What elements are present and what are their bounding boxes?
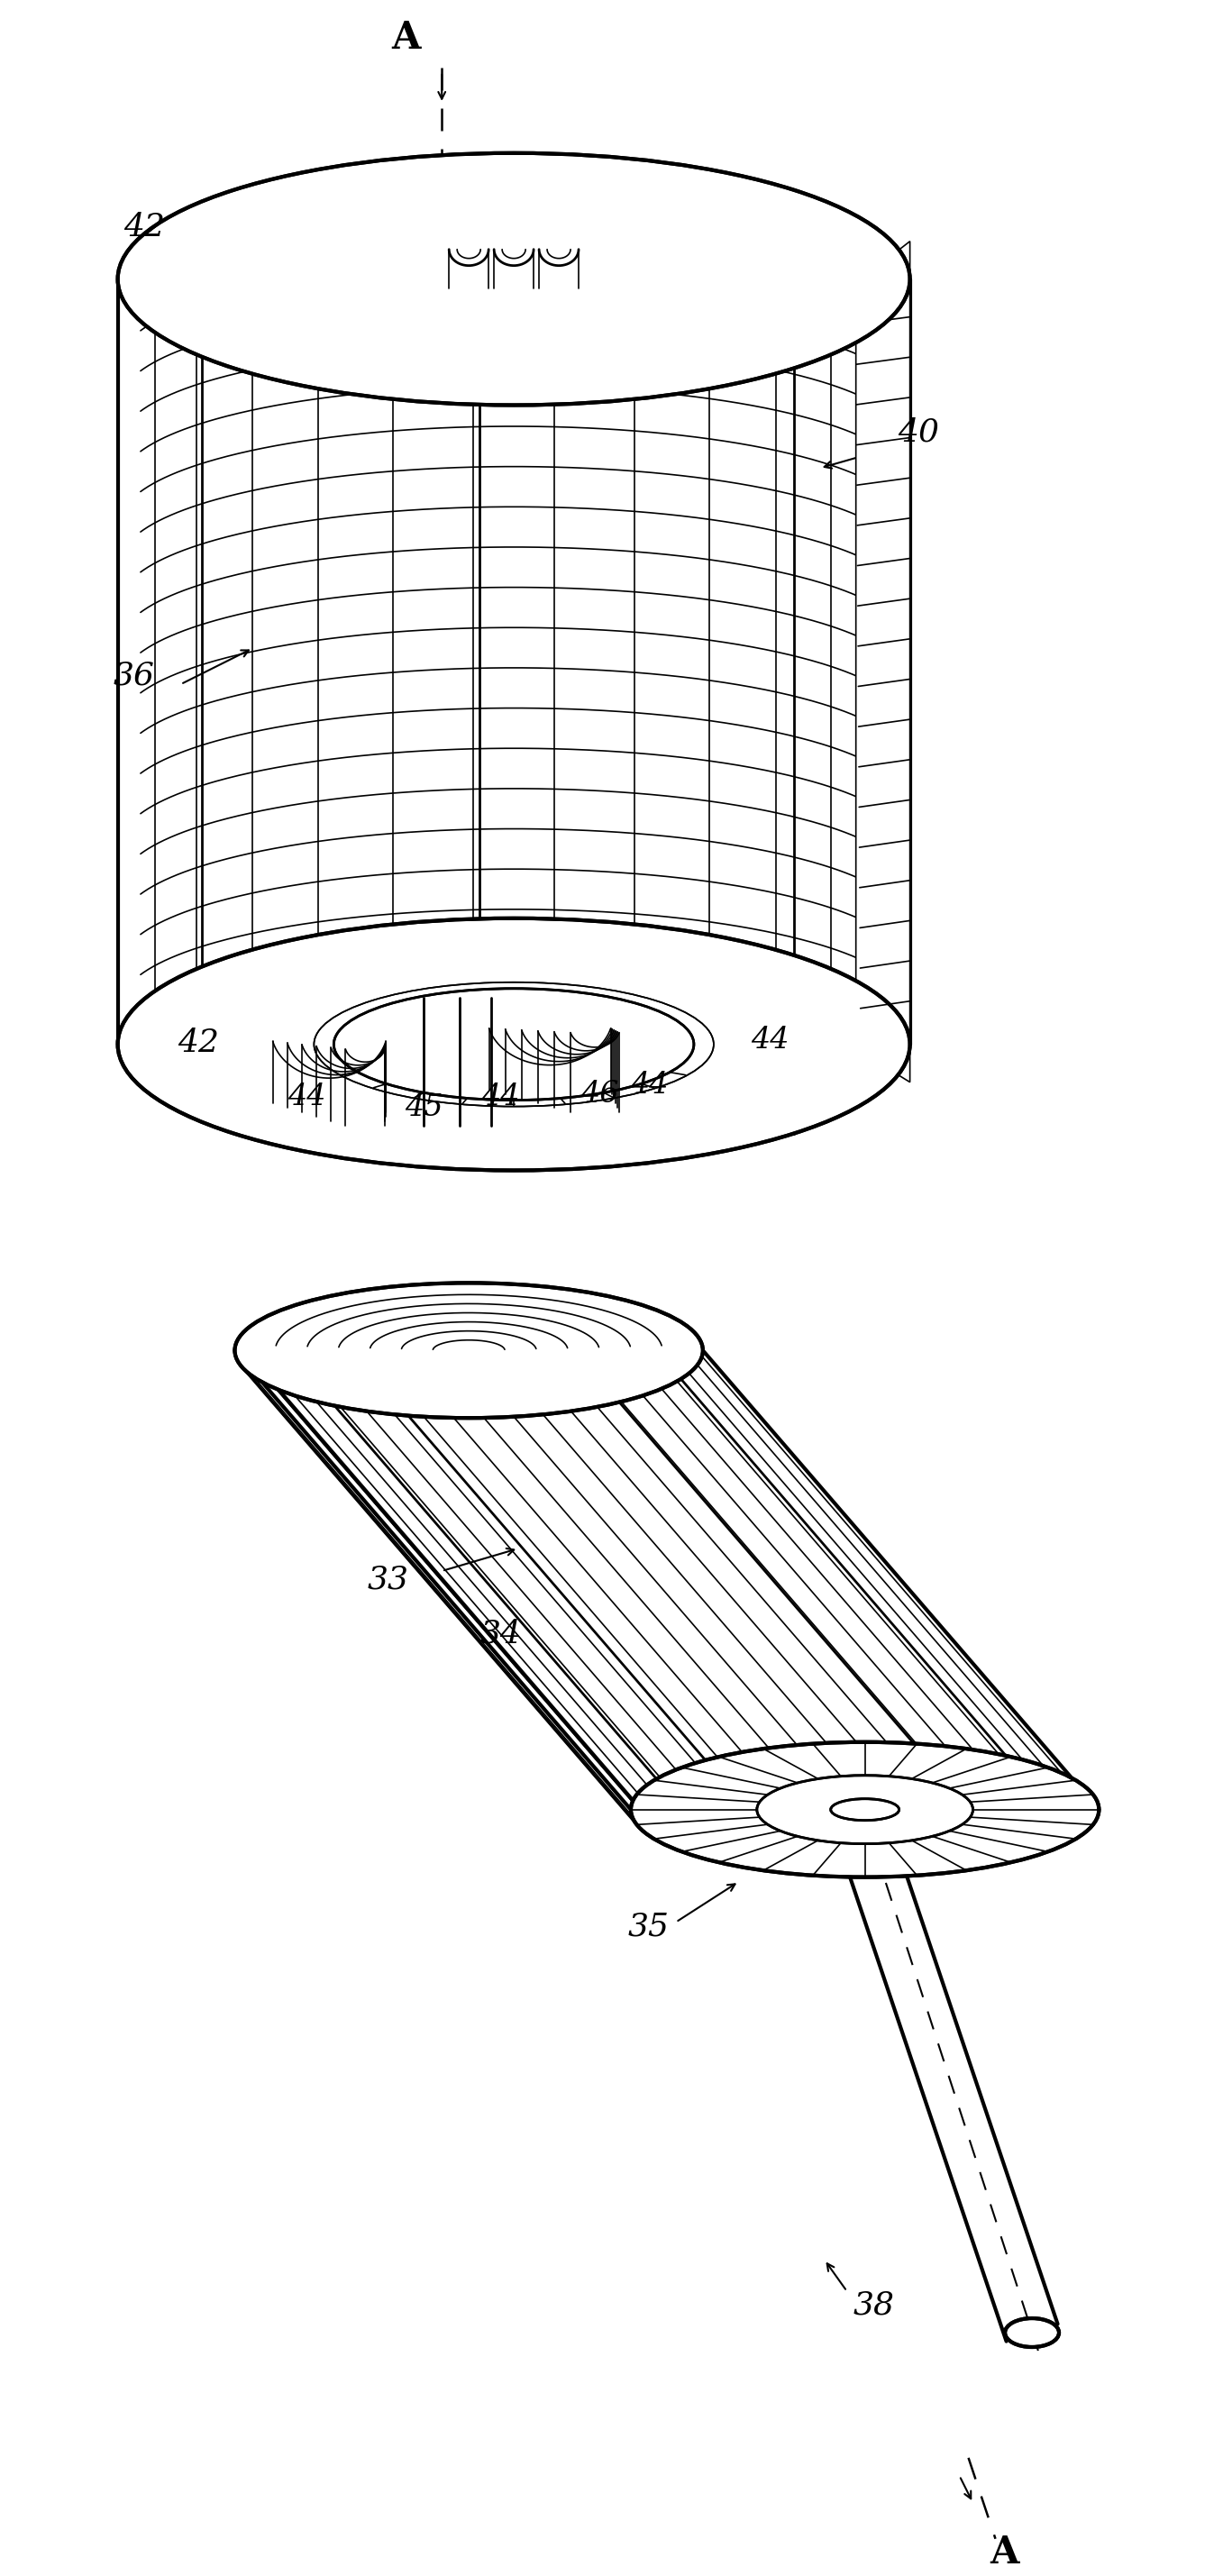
Ellipse shape [117,917,910,1170]
Polygon shape [856,242,910,1082]
Ellipse shape [314,981,714,1108]
Text: 44: 44 [630,1072,668,1100]
Text: A: A [391,18,421,57]
Ellipse shape [117,152,910,404]
Text: 42: 42 [179,1028,219,1059]
Text: 44: 44 [287,1082,325,1110]
Ellipse shape [757,1775,974,1844]
Text: 33: 33 [367,1564,408,1595]
Text: 35: 35 [629,1911,669,1942]
Ellipse shape [235,1283,703,1417]
Ellipse shape [1005,2318,1059,2347]
Ellipse shape [334,989,693,1100]
Text: 45: 45 [405,1092,443,1121]
Text: A: A [989,2532,1019,2571]
Text: 42: 42 [124,211,165,242]
Ellipse shape [830,1798,899,1821]
Text: 44: 44 [481,1082,520,1110]
Text: 36: 36 [114,659,154,690]
Text: 46: 46 [580,1079,619,1108]
Text: 38: 38 [854,2290,895,2321]
Ellipse shape [631,1741,1099,1878]
Text: 40: 40 [898,417,939,448]
Text: 34: 34 [479,1618,521,1649]
Text: 44: 44 [751,1025,790,1054]
